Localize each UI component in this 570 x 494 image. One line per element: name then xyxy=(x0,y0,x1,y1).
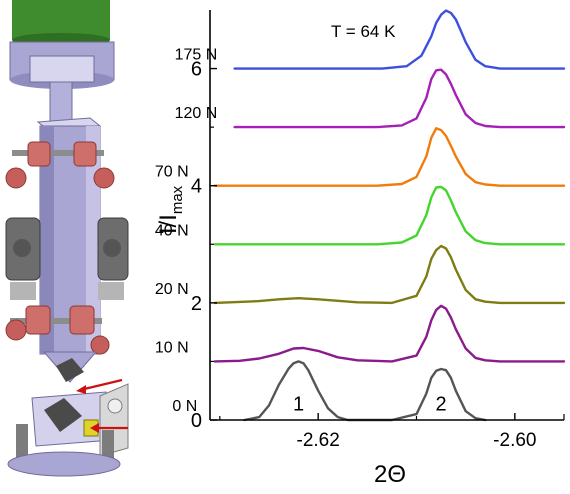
coil-left xyxy=(10,282,36,300)
series-line xyxy=(213,304,566,363)
y-axis-label: I/Imax xyxy=(155,185,186,234)
clamp-upper-left xyxy=(27,141,51,167)
coil-right xyxy=(98,282,124,300)
x-axis-label: 2Θ xyxy=(374,461,406,488)
clamp-lower xyxy=(5,305,110,355)
series-label: 10 N xyxy=(155,339,189,356)
post-left xyxy=(16,424,28,458)
device-body-shade xyxy=(40,126,54,354)
series-line xyxy=(233,68,566,129)
arrow-upper-head xyxy=(76,385,86,394)
rod-lower xyxy=(10,318,102,324)
sensor-hole xyxy=(107,398,123,414)
arrow-upper-line xyxy=(79,378,123,392)
clamp-lower-right xyxy=(69,305,95,335)
x-axis-ticks: -2.62 -2.60 xyxy=(219,413,536,451)
y-tick-label: 0 xyxy=(191,410,202,432)
sample-lower xyxy=(44,398,82,432)
x-tick-label: -2.62 xyxy=(297,430,340,451)
indicator-arrows xyxy=(76,378,128,433)
y-tick-label: 6 xyxy=(191,59,202,81)
series-line xyxy=(243,360,487,422)
series-line xyxy=(213,185,566,246)
clamp-knob-upper-right xyxy=(93,167,115,189)
series-label: 175 N xyxy=(175,47,218,64)
spring-bolt-right xyxy=(103,239,121,257)
series-label: 70 N xyxy=(155,164,189,181)
y-axis-label-main: I/I xyxy=(155,214,182,234)
series-labels: 0 N 10 N 20 N 40 N 70 N 120 N 175 N xyxy=(155,47,217,415)
series-label: 40 N xyxy=(155,222,189,239)
series-label: 120 N xyxy=(175,105,218,122)
plot-frame xyxy=(209,10,565,421)
temperature-annotation: T = 64 K xyxy=(331,22,396,41)
y-axis-label-subscript: max xyxy=(169,185,186,214)
arrow-lower-head xyxy=(90,423,99,433)
peak-label: 1 xyxy=(293,393,304,415)
y-tick-label: 4 xyxy=(191,176,202,198)
clamp-upper-right xyxy=(73,141,97,167)
series-line xyxy=(213,127,566,187)
y-tick-label: 2 xyxy=(191,293,202,315)
clamp-knob-upper-left xyxy=(5,167,27,189)
rod-upper xyxy=(12,150,104,156)
post-right xyxy=(102,430,114,460)
series-line xyxy=(233,9,566,70)
spring-bolt-left xyxy=(13,239,31,257)
peak-label: 2 xyxy=(436,393,447,415)
clamp-lower-left xyxy=(25,305,51,335)
series-label: 0 N xyxy=(172,398,197,415)
y-axis-ticks: 0 2 4 6 xyxy=(191,59,217,432)
clamp-knob-lower-left xyxy=(5,319,27,341)
x-tick-label: -2.60 xyxy=(493,430,536,451)
device-clip xyxy=(29,55,95,83)
side-springs xyxy=(5,217,129,300)
sample-upper xyxy=(56,358,84,382)
series-layer xyxy=(213,9,566,422)
device-top-cap xyxy=(9,0,115,89)
pressure-cell-illustration xyxy=(5,0,129,477)
device-foot xyxy=(7,451,121,477)
device-neck xyxy=(49,81,73,123)
series-label: 20 N xyxy=(155,281,189,298)
clamp-knob-lower-right xyxy=(90,335,110,355)
clamp-upper xyxy=(5,141,115,189)
series-line xyxy=(213,244,566,305)
